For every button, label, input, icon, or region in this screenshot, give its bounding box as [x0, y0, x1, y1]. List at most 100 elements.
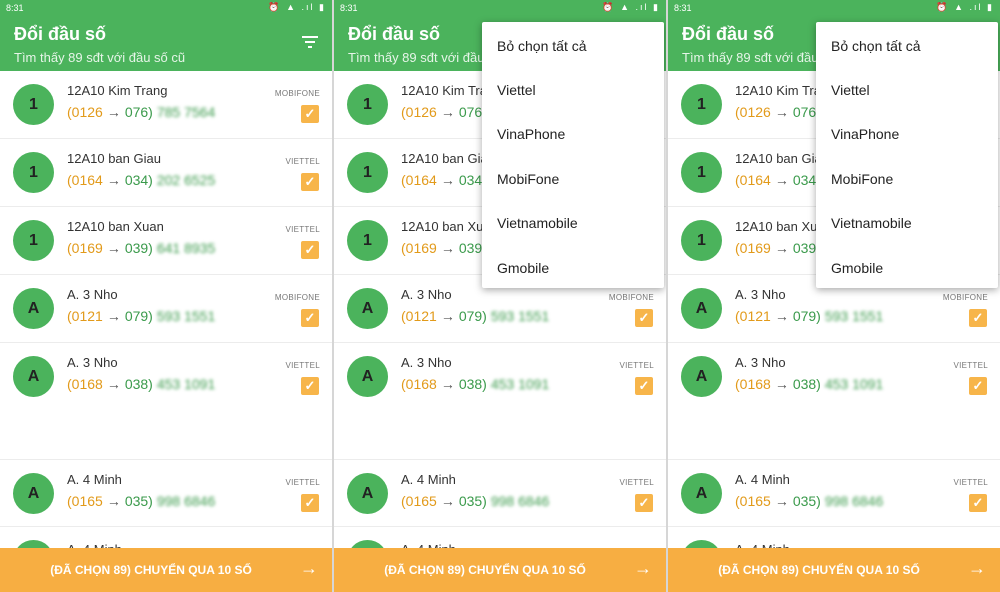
- contact-row[interactable]: A A. 4 Minh (0165 → 035) 998 6846 VIETTEL ✓: [0, 459, 332, 527]
- new-prefix: 039): [458, 240, 487, 256]
- filter-icon[interactable]: [302, 36, 318, 48]
- contact-name: 12A10 ban Xuan: [735, 219, 832, 234]
- page-title: Đổi đầu số: [348, 24, 441, 44]
- arrow-icon: →: [440, 104, 455, 120]
- contact-name: 12A10 ban Giau: [735, 151, 829, 166]
- menu-item-vinaphone[interactable]: VinaPhone: [497, 126, 566, 142]
- phone-conversion: (0169→039)641 8935: [67, 240, 215, 256]
- carrier-filter-menu: Bỏ chọn tất cả Viettel VinaPhone MobiFon…: [482, 22, 664, 288]
- new-prefix: 076): [458, 104, 487, 120]
- phone-rest: 641 8935: [156, 240, 216, 256]
- select-checkbox[interactable]: ✓: [635, 494, 653, 512]
- phone-conversion: (0165 → 035) 998 6846: [735, 493, 883, 509]
- arrow-icon: →: [774, 493, 789, 509]
- select-checkbox[interactable]: ✓: [301, 377, 319, 395]
- select-checkbox[interactable]: ✓: [969, 377, 987, 395]
- new-prefix: 076): [792, 104, 821, 120]
- old-prefix: (0126: [67, 104, 103, 120]
- phone-rest: 998 6846: [490, 493, 550, 509]
- contact-row[interactable]: A A. 4 Minh (0165 → 035) 998 6846 VIETTEL ✓: [668, 459, 1000, 527]
- avatar: A: [681, 356, 722, 397]
- new-prefix: 035): [458, 493, 487, 509]
- convert-button[interactable]: (ĐÃ CHỌN 89) CHUYỂN QUA 10 SỐ →: [0, 548, 332, 592]
- carrier-filter-menu: Bỏ chọn tất cả Viettel VinaPhone MobiFon…: [816, 22, 998, 288]
- contact-row[interactable]: A A. 3 Nho (0168 → 038) 453 1091 VIETTEL ✓: [668, 343, 1000, 411]
- new-prefix: 079): [792, 308, 821, 324]
- menu-item-vinaphone[interactable]: VinaPhone: [831, 126, 900, 142]
- old-prefix: (0169: [67, 240, 103, 256]
- contact-name: A. 4 Minh: [401, 472, 456, 487]
- phone-conversion: (0164→034)202 6525: [67, 172, 215, 188]
- menu-item-mobifone[interactable]: MobiFone: [497, 171, 560, 187]
- convert-button-label: (ĐÃ CHỌN 89) CHUYỂN QUA 10 SỐ: [384, 563, 586, 577]
- app-bar: 8:31 ⏰ ▲ .ıl ▮ Đổi đầu số Tìm thấy 89 sđ…: [0, 0, 332, 71]
- select-checkbox[interactable]: ✓: [301, 241, 319, 259]
- contact-row[interactable]: A A. 3 Nho (0121 → 079) 593 1551 MOBIFONE ✓: [668, 275, 1000, 343]
- arrow-icon: →: [106, 104, 121, 120]
- contact-name: 12A10 ban Giau: [67, 151, 161, 166]
- status-time: 8:31: [6, 3, 24, 13]
- select-checkbox[interactable]: ✓: [301, 105, 319, 123]
- phone-conversion: (0121 → 079) 593 1551: [67, 308, 215, 324]
- select-checkbox[interactable]: ✓: [635, 377, 653, 395]
- contact-row[interactable]: 1 12A10 ban Giau (0164→034)202 6525 VIET…: [0, 139, 332, 207]
- new-prefix: 039): [124, 240, 153, 256]
- contact-row[interactable]: 1 12A10 ban Xuan (0169→039)641 8935 VIET…: [0, 207, 332, 275]
- contact-row[interactable]: 1 12A10 Kim Trang (0126→076)785 7564 MOB…: [0, 71, 332, 139]
- page-subtitle: Tìm thấy 89 sđt với đầu số cũ: [348, 50, 520, 65]
- arrow-icon: →: [106, 172, 121, 188]
- contact-row[interactable]: A A. 3 Nho (0121 → 079) 593 1551 MOBIFONE ✓: [0, 275, 332, 343]
- carrier-label: MOBIFONE: [942, 293, 988, 302]
- select-checkbox[interactable]: ✓: [301, 494, 319, 512]
- menu-item-mobifone[interactable]: MobiFone: [831, 171, 894, 187]
- arrow-right-icon: →: [300, 558, 318, 578]
- select-checkbox[interactable]: ✓: [635, 309, 653, 327]
- carrier-label: VIETTEL: [285, 478, 320, 487]
- contact-row[interactable]: A A. 3 Nho (0168 → 038) 453 1091 VIETTEL ✓: [0, 343, 332, 411]
- phone-conversion: (0168 → 038) 453 1091: [401, 376, 549, 392]
- old-prefix: (0169: [735, 240, 771, 256]
- convert-button[interactable]: (ĐÃ CHỌN 89) CHUYỂN QUA 10 SỐ →: [334, 548, 666, 592]
- avatar: 1: [681, 84, 722, 125]
- menu-item-deselect-all[interactable]: Bỏ chọn tất cả: [831, 38, 921, 54]
- phone-rest: 593 1551: [156, 308, 216, 324]
- select-checkbox[interactable]: ✓: [301, 173, 319, 191]
- menu-item-vietnamobile[interactable]: Vietnamobile: [497, 215, 578, 231]
- avatar: A: [681, 473, 722, 514]
- contact-row[interactable]: A A. 4 Minh (0165 → 035) 998 6846 VIETTEL ✓: [334, 459, 666, 527]
- old-prefix: (0164: [735, 172, 771, 188]
- menu-item-viettel[interactable]: Viettel: [497, 82, 536, 98]
- menu-item-vietnamobile[interactable]: Vietnamobile: [831, 215, 912, 231]
- old-prefix: (0121: [67, 308, 103, 324]
- avatar: A: [681, 288, 722, 329]
- contact-name: A. 3 Nho: [735, 287, 786, 302]
- arrow-icon: →: [106, 308, 121, 324]
- phone-conversion: (0121 → 079) 593 1551: [735, 308, 883, 324]
- new-prefix: 076): [124, 104, 153, 120]
- carrier-label: MOBIFONE: [274, 293, 320, 302]
- avatar: 1: [347, 152, 388, 193]
- select-checkbox[interactable]: ✓: [301, 309, 319, 327]
- menu-item-gmobile[interactable]: Gmobile: [497, 260, 550, 276]
- select-checkbox[interactable]: ✓: [969, 309, 987, 327]
- arrow-icon: →: [440, 240, 455, 256]
- arrow-icon: →: [774, 104, 789, 120]
- avatar: A: [347, 356, 388, 397]
- contact-row[interactable]: A A. 3 Nho (0168 → 038) 453 1091 VIETTEL ✓: [334, 343, 666, 411]
- carrier-label: VIETTEL: [619, 478, 654, 487]
- contact-name: A. 3 Nho: [67, 287, 118, 302]
- avatar: A: [13, 356, 54, 397]
- menu-item-viettel[interactable]: Viettel: [831, 82, 870, 98]
- convert-button[interactable]: (ĐÃ CHỌN 89) CHUYỂN QUA 10 SỐ →: [668, 548, 1000, 592]
- arrow-icon: →: [440, 376, 455, 392]
- old-prefix: (0165: [67, 493, 103, 509]
- old-prefix: (0121: [401, 308, 437, 324]
- contact-row[interactable]: A A. 3 Nho (0121 → 079) 593 1551 MOBIFONE ✓: [334, 275, 666, 343]
- select-checkbox[interactable]: ✓: [969, 494, 987, 512]
- old-prefix: (0121: [735, 308, 771, 324]
- menu-item-gmobile[interactable]: Gmobile: [831, 260, 884, 276]
- phone-rest: 998 6846: [156, 493, 216, 509]
- convert-button-label: (ĐÃ CHỌN 89) CHUYỂN QUA 10 SỐ: [718, 563, 920, 577]
- menu-item-deselect-all[interactable]: Bỏ chọn tất cả: [497, 38, 587, 54]
